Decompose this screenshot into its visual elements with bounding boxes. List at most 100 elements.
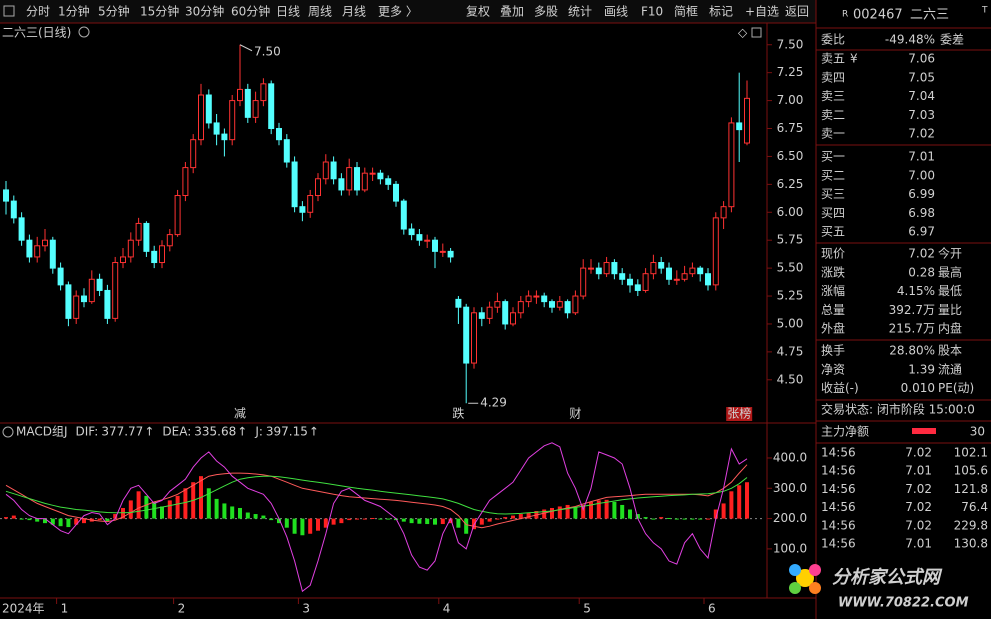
y-tick-label: 5.00 [777,316,804,330]
macd-bar [479,518,484,525]
y-tick-label: 6.25 [777,177,804,191]
macd-bar [43,518,47,524]
candle-body [393,183,399,202]
dropdown-icon[interactable] [78,26,90,38]
ask-label: 卖五 [821,52,845,66]
tick-time: 14:56 [821,482,856,496]
dropdown-icon[interactable] [2,426,14,438]
bid-price: 7.01 [908,150,935,164]
candle-body [283,139,290,163]
candle-body [510,312,516,325]
candle-body [580,267,587,297]
icon[interactable] [751,27,762,38]
candle-body [221,133,228,141]
tool-button[interactable]: 返回 [785,5,809,19]
ask-label: 卖三 [821,89,845,103]
macd-bar [292,518,297,534]
tool-button[interactable]: 简框 [674,5,698,19]
bid-label: 买四 [821,206,845,220]
candle-body [572,295,579,314]
macd-bar [721,503,726,519]
stat-label: 收益(-) [821,381,859,395]
macd-bar [386,518,391,520]
currency: ¥ [850,52,858,66]
macd-bar [308,518,313,534]
stat-label: 最高 [938,264,962,279]
macd-bar [347,518,352,521]
tool-button[interactable]: 统计 [568,5,592,19]
candle-body [400,200,407,230]
candle-body [268,83,275,130]
candle-body [642,273,649,291]
legend-arrow: ↑ [309,425,319,439]
y-tick-label: 5.75 [777,233,804,247]
period-tab[interactable]: 周线 [308,5,332,19]
candle-body [712,217,719,286]
macd-bar [511,515,515,519]
icon[interactable]: ◇ [738,26,748,40]
candle-body [416,234,423,241]
candle-body [673,278,680,281]
indicator-line [5,464,748,529]
candle-body [697,267,704,275]
tick-price: 7.02 [905,518,932,532]
macd-bar [183,488,188,519]
period-tab[interactable]: 15分钟 [140,4,179,19]
period-tab[interactable]: 5分钟 [98,4,130,19]
candle-body [439,250,446,253]
candle-body [658,262,665,269]
tool-button[interactable]: 画线 [604,5,628,19]
tool-button[interactable]: F10 [641,5,663,19]
y-tick-label: 5.25 [777,289,804,303]
candle-body [689,267,696,275]
event-bg [726,407,753,421]
tool-button[interactable]: 复权 [466,5,490,19]
candle-body [533,295,540,298]
tool-button[interactable]: +自选 [745,5,779,19]
tick-price: 7.01 [905,464,932,478]
macd-bar [448,518,453,524]
stat-value: 0.28 [908,265,935,279]
menu-icon[interactable] [3,5,15,17]
candle-body [299,206,306,213]
tool-button[interactable]: 叠加 [500,5,524,19]
macd-bar [58,518,63,527]
indicator-title: MACD组J [16,425,68,439]
y-tick-label: 7.25 [777,65,804,79]
macd-bar [526,512,531,519]
flag: T [981,6,988,16]
candle-body [361,172,368,191]
period-tab[interactable]: 月线 [342,5,366,19]
candle-body [432,239,438,252]
x-tick-label: 5 [583,602,591,616]
macd-bar [518,514,523,519]
candle-body [322,161,329,180]
period-tab[interactable]: 日线 [276,5,300,19]
macd-bar [27,518,32,521]
tool-button[interactable]: 标记 [709,5,733,19]
annotation-arrow [239,44,253,52]
bid-price: 6.99 [908,187,935,201]
period-tab[interactable]: 30分钟 [185,4,224,19]
macd-bar [581,504,586,519]
period-tab[interactable]: 分时 [26,5,50,19]
tick-time: 14:56 [821,518,856,532]
candle-body [447,250,454,258]
tick-time: 14:56 [821,537,856,551]
macd-bar [175,495,180,519]
macd-bar [11,515,16,519]
watermark-logo [789,564,821,594]
period-tab[interactable]: 1分钟 [58,4,90,19]
period-tab[interactable]: 60分钟 [231,4,270,19]
tick-time: 14:56 [821,500,856,514]
watermark-url: WWW.70822.COM [838,596,969,611]
candle-body [502,301,509,325]
macd-bar [409,518,414,524]
tool-button[interactable]: 多股 [534,5,558,19]
macd-bar [82,518,86,524]
candle-body [549,301,555,308]
period-tab[interactable]: 更多 〉 [378,5,418,19]
